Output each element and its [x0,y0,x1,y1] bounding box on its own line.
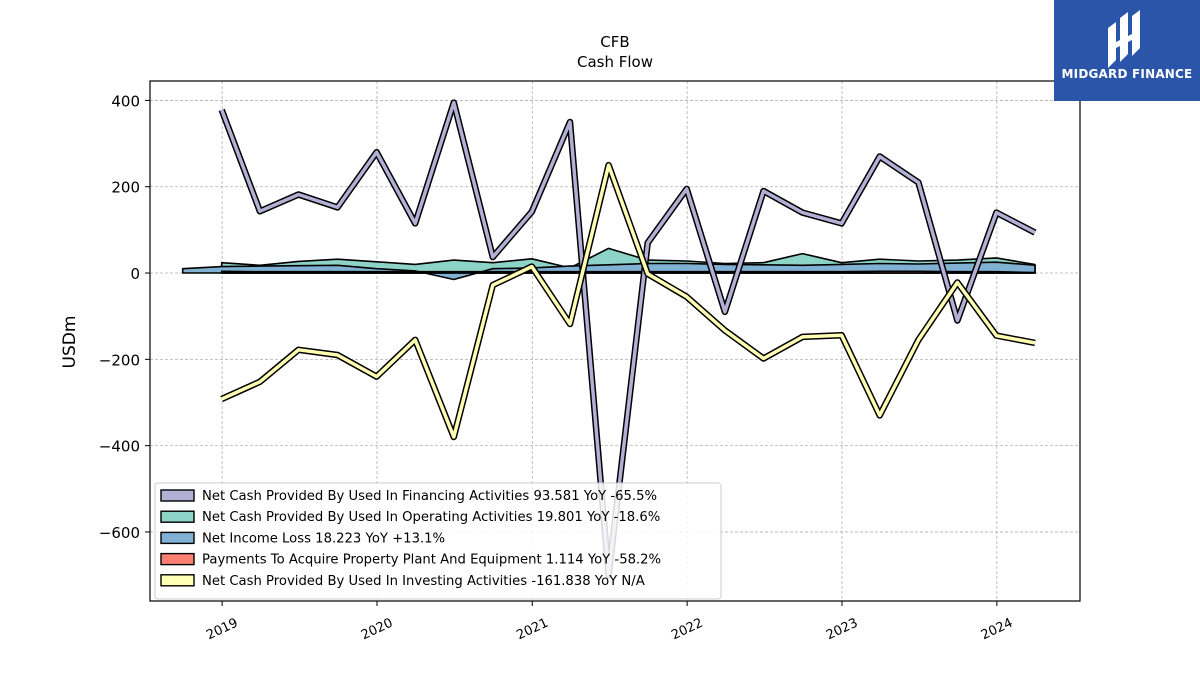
legend-swatch [160,510,195,523]
y-tick-label: 0 [130,265,140,283]
x-tick-label: 2023 [824,616,860,644]
legend: Net Cash Provided By Used In Financing A… [154,482,722,600]
y-tick-label: 400 [111,92,140,110]
series-area-net-income-loss [181,261,1036,281]
x-tick-label: 2022 [669,616,705,644]
brand-logo: MIDGARD FINANCE [1054,0,1200,101]
legend-swatch [160,574,195,587]
y-tick-label: −400 [99,438,140,456]
chart-subtitle: Cash Flow [577,53,653,71]
plot-frame [149,80,1081,602]
y-axis-label: USDm [60,316,80,369]
brand-mark-icon [1108,10,1140,68]
x-tick-label: 2024 [979,616,1015,644]
x-tick-label: 2020 [359,616,395,644]
legend-swatch [160,552,195,566]
series-line-net-cash-provided-by-used-in-financing-activities [220,100,1036,577]
legend-entry: Net Cash Provided By Used In Operating A… [202,510,660,525]
legend-entry: Net Income Loss 18.223 YoY +13.1% [202,531,445,546]
y-tick-label: −600 [99,524,140,542]
legend-entry: Net Cash Provided By Used In Financing A… [202,489,657,504]
legend-entry: Net Cash Provided By Used In Investing A… [202,574,645,589]
plot-area [181,99,1037,579]
brand-name: MIDGARD FINANCE [1061,67,1193,81]
y-tick-label: −200 [99,351,140,369]
x-tick-label: 2019 [204,616,240,644]
legend-swatch [160,531,195,545]
chart-title: CFB [600,33,629,51]
legend-entry: Payments To Acquire Property Plant And E… [202,553,661,568]
x-tick-label: 2021 [514,616,550,644]
legend-box [154,482,722,600]
series-area-payments-to-acquire-property-plant-and-equipment [220,270,1036,274]
legend-swatch [160,489,195,502]
series-line-net-cash-provided-by-used-in-investing-activities [220,163,1036,439]
y-tick-label: 200 [111,179,140,197]
